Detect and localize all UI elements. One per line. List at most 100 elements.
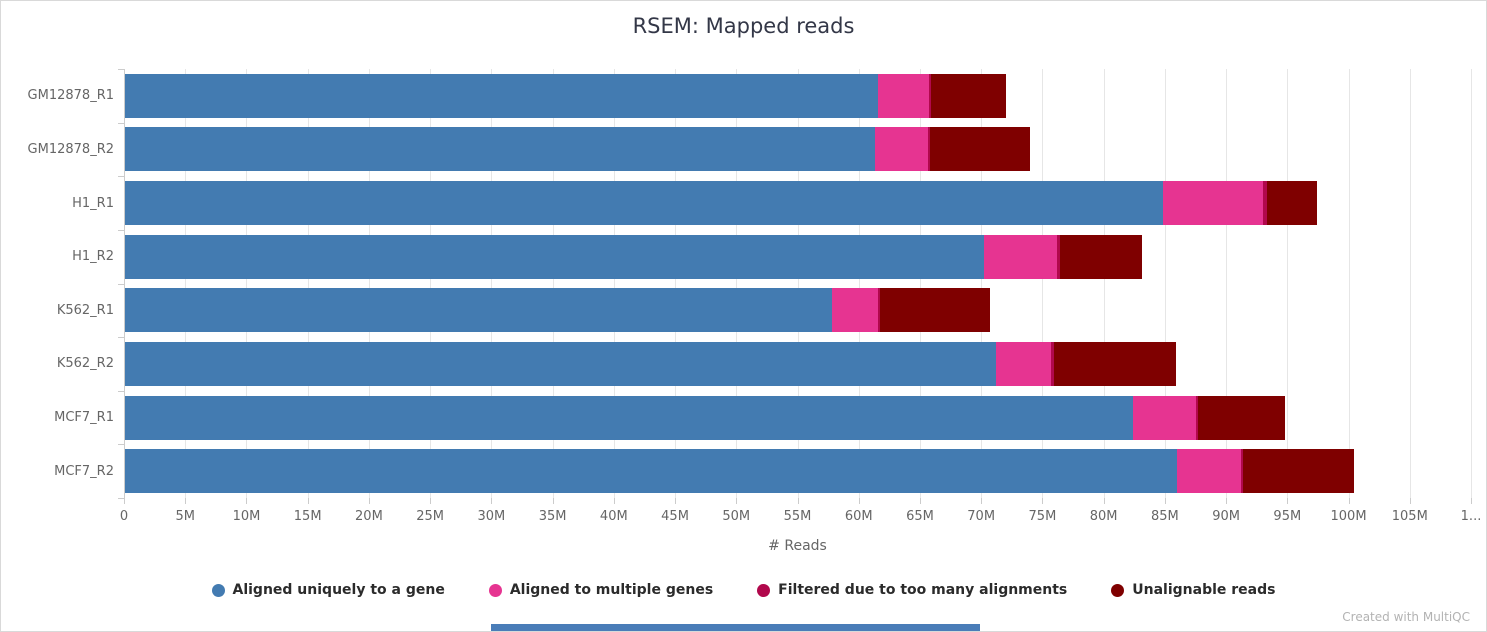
bar-segment[interactable] [1059, 234, 1142, 279]
bar-segment[interactable] [1240, 449, 1244, 494]
x-tick-label: 50M [722, 509, 751, 524]
gridline [185, 69, 187, 498]
bar-segment[interactable] [877, 73, 929, 118]
bar-segment[interactable] [1053, 341, 1177, 386]
x-tick-mark [124, 498, 125, 504]
x-tick-mark [1348, 498, 1350, 504]
gridline [736, 69, 738, 498]
x-tick-mark [552, 498, 554, 504]
legend-item[interactable]: Filtered due to too many alignments [757, 582, 1067, 598]
bar-segment[interactable] [1195, 395, 1199, 440]
bar-segment[interactable] [928, 73, 932, 118]
bar-segment[interactable] [1243, 449, 1354, 494]
gridline [1226, 69, 1228, 498]
x-tick-mark [675, 498, 677, 504]
bar-segment[interactable] [1051, 341, 1054, 386]
bar-segment[interactable] [125, 127, 876, 172]
x-tick-label: 75M [1028, 509, 1057, 524]
x-tick-mark [1287, 498, 1289, 504]
y-axis-labels: GM12878_R1 GM12878_R2 H1_R1 H1_R2 K562_R1 K56… [1, 69, 114, 498]
x-tick-label: 15M [293, 509, 322, 524]
bar-segment[interactable] [1198, 395, 1285, 440]
stacked-bar [125, 341, 1471, 386]
gridline [675, 69, 677, 498]
y-axis-tick [118, 69, 124, 70]
legend-swatch-icon [1111, 583, 1125, 597]
gridline [430, 69, 432, 498]
legend-item[interactable]: Aligned to multiple genes [488, 582, 714, 598]
x-tick-label: 100M [1330, 509, 1367, 524]
bar-segment[interactable] [996, 341, 1052, 386]
x-tick-label: 40M [599, 509, 628, 524]
x-tick-mark [185, 498, 187, 504]
bar-segment[interactable] [125, 288, 833, 333]
bar-row [125, 284, 1471, 338]
bar-segment[interactable] [125, 395, 1134, 440]
x-tick-mark [430, 498, 432, 504]
gridline [1042, 69, 1044, 498]
bar-segment[interactable] [125, 234, 984, 279]
bar-segment[interactable] [931, 73, 1006, 118]
gridline [858, 69, 860, 498]
y-axis-tick [118, 283, 124, 285]
x-tick-label: 5M [175, 509, 195, 524]
bar-segment[interactable] [125, 181, 1163, 226]
x-tick-label: 70M [967, 509, 996, 524]
bar-segment[interactable] [1262, 181, 1267, 226]
legend-swatch-icon [757, 583, 771, 597]
bar-segment[interactable] [125, 449, 1178, 494]
x-axis: 0 5M 10M 15M 20M 25M 30M 35M 40M 45M 50M 55M 60M 65M 7… [120, 498, 1481, 528]
legend-label: Filtered due to too many alignments [778, 582, 1068, 598]
bar-segment[interactable] [930, 127, 1031, 172]
gridline [1164, 69, 1166, 498]
bar-segment[interactable] [877, 288, 880, 333]
x-tick-mark [1409, 498, 1411, 504]
bar-segment[interactable] [1177, 449, 1241, 494]
multiqc-credit: Created with MultiQC [1342, 610, 1470, 624]
legend-item[interactable]: Aligned uniquely to a gene [211, 582, 445, 598]
bar-segment[interactable] [983, 234, 1058, 279]
bar-segment[interactable] [1162, 181, 1263, 226]
legend-label: Unalignable reads [1132, 582, 1276, 598]
bar-segment[interactable] [1133, 395, 1196, 440]
bar-row [125, 176, 1471, 230]
y-axis-label: H1_R2 [72, 249, 114, 265]
bar-segment[interactable] [875, 127, 928, 172]
y-axis-tick [118, 122, 124, 124]
gridline [552, 69, 554, 498]
x-tick-mark [613, 498, 615, 504]
stacked-bar [125, 127, 1471, 172]
x-tick-mark [1471, 498, 1472, 504]
bar-segment[interactable] [1057, 234, 1060, 279]
gridline [797, 69, 799, 498]
x-tick-mark [919, 498, 921, 504]
x-tick-label: 10M [232, 509, 261, 524]
legend-swatch-icon [488, 583, 502, 597]
horizontal-scrollbar-thumb[interactable] [491, 624, 980, 631]
bar-segment[interactable] [125, 73, 878, 118]
gridline [1348, 69, 1350, 498]
y-axis-tick [118, 498, 124, 499]
bar-segment[interactable] [125, 341, 997, 386]
gridline [307, 69, 309, 498]
gridline [1103, 69, 1105, 498]
y-axis-label: MCF7_R2 [54, 463, 114, 479]
stacked-bar [125, 73, 1471, 118]
legend-item[interactable]: Unalignable reads [1111, 582, 1275, 598]
bar-segment[interactable] [879, 288, 991, 333]
stacked-bar [125, 449, 1471, 494]
stacked-bar [125, 181, 1471, 226]
x-tick-label: 80M [1089, 509, 1118, 524]
x-tick-label: 90M [1212, 509, 1240, 524]
plot-area [118, 69, 1472, 499]
stacked-bar [125, 234, 1471, 279]
legend-label: Aligned to multiple genes [509, 582, 714, 598]
stacked-bar [125, 288, 1471, 333]
x-tick-mark [1226, 498, 1228, 504]
gridline [919, 69, 921, 498]
x-tick-label: 25M [416, 509, 445, 524]
bar-segment[interactable] [927, 127, 931, 172]
bar-segment[interactable] [832, 288, 878, 333]
bar-segment[interactable] [1266, 181, 1317, 226]
